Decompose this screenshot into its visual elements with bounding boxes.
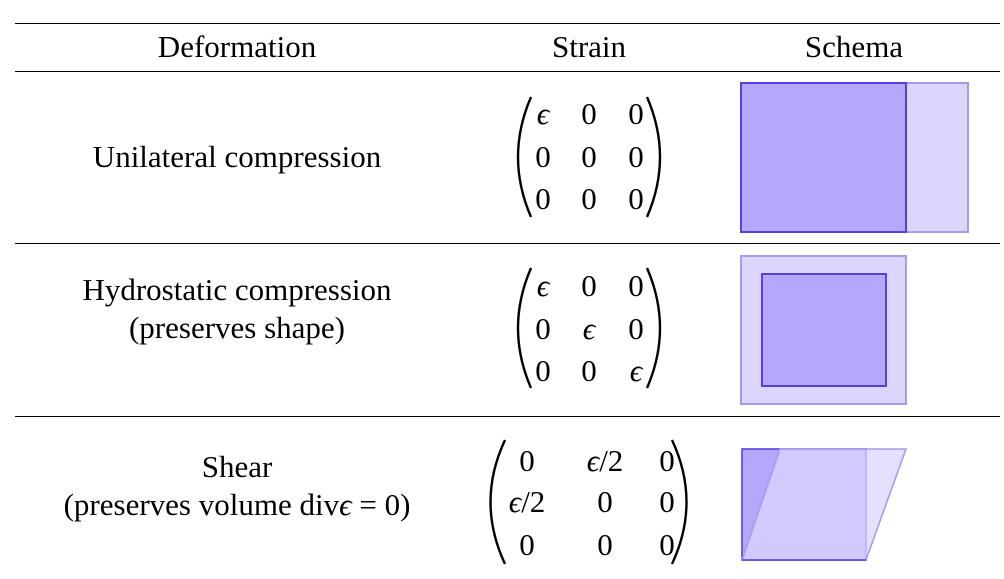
matrix-cell: 0 [519,527,535,562]
deformation-unilateral: Unilateral compression [93,138,381,176]
matrix-cell: 0 [581,268,597,303]
matrix-cell: 0 [597,484,613,519]
matrix-cell: ϵ [582,311,596,346]
matrix-cell: ϵ [536,96,550,131]
header-deformation: Deformation [157,29,317,64]
matrix-cell: 0 [628,181,644,216]
matrix-cell: ϵ [629,353,643,388]
header-strain: Strain [551,29,627,64]
table-header-rule [15,71,1000,72]
matrix-cell: 0 [628,96,644,131]
deformation-note: (preserves volume divϵ = 0) [63,487,411,522]
matrix-cell: 0 [659,484,675,519]
matrix-cell: 0 [581,96,597,131]
matrix-cell: 0 [628,268,644,303]
matrix-cell: 0 [628,311,644,346]
matrix-cell: 0 [535,353,551,388]
matrix-cell: 0 [659,443,675,478]
table-top-rule [15,23,1000,24]
deformation-label: Hydrostatic compression [82,272,392,307]
matrix-cell: 0 [581,353,597,388]
matrix-cell: 0 [535,181,551,216]
matrix-cell: 0 [659,527,675,562]
matrix-cell: 0 [581,181,597,216]
deformation-note: (preserves shape) [128,310,346,345]
row-separator-1 [15,243,1000,244]
header-schema: Schema [804,29,904,64]
matrix-cell: 0 [581,139,597,174]
row-separator-2 [15,416,1000,417]
deformation-hydrostatic: Hydrostatic compression (preserves shape… [82,271,391,347]
matrix-cell: ϵ [536,268,550,303]
deformation-label: Shear [201,449,273,484]
matrix-cell: 0 [535,139,551,174]
matrix-cell: ϵ/2 [508,484,546,519]
matrix-cell: ϵ/2 [586,443,624,478]
deformation-shear: Shear (preserves volume divϵ = 0) [64,448,411,524]
matrix-cell: 0 [597,527,613,562]
matrix-cell: 0 [519,443,535,478]
deformation-label: Unilateral compression [92,139,382,174]
matrix-cell: 0 [628,139,644,174]
matrix-cell: 0 [535,311,551,346]
